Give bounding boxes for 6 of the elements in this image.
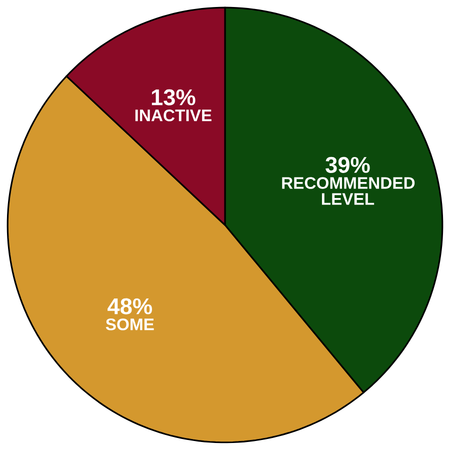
slice-label: INACTIVE (135, 110, 212, 122)
data-label: 39% (326, 156, 370, 173)
slice-label: RECOMMENDED LEVEL (282, 177, 415, 205)
data-label: 13% (152, 89, 196, 106)
data-label: 48% (108, 298, 152, 314)
slice-label: SOME (106, 318, 154, 330)
